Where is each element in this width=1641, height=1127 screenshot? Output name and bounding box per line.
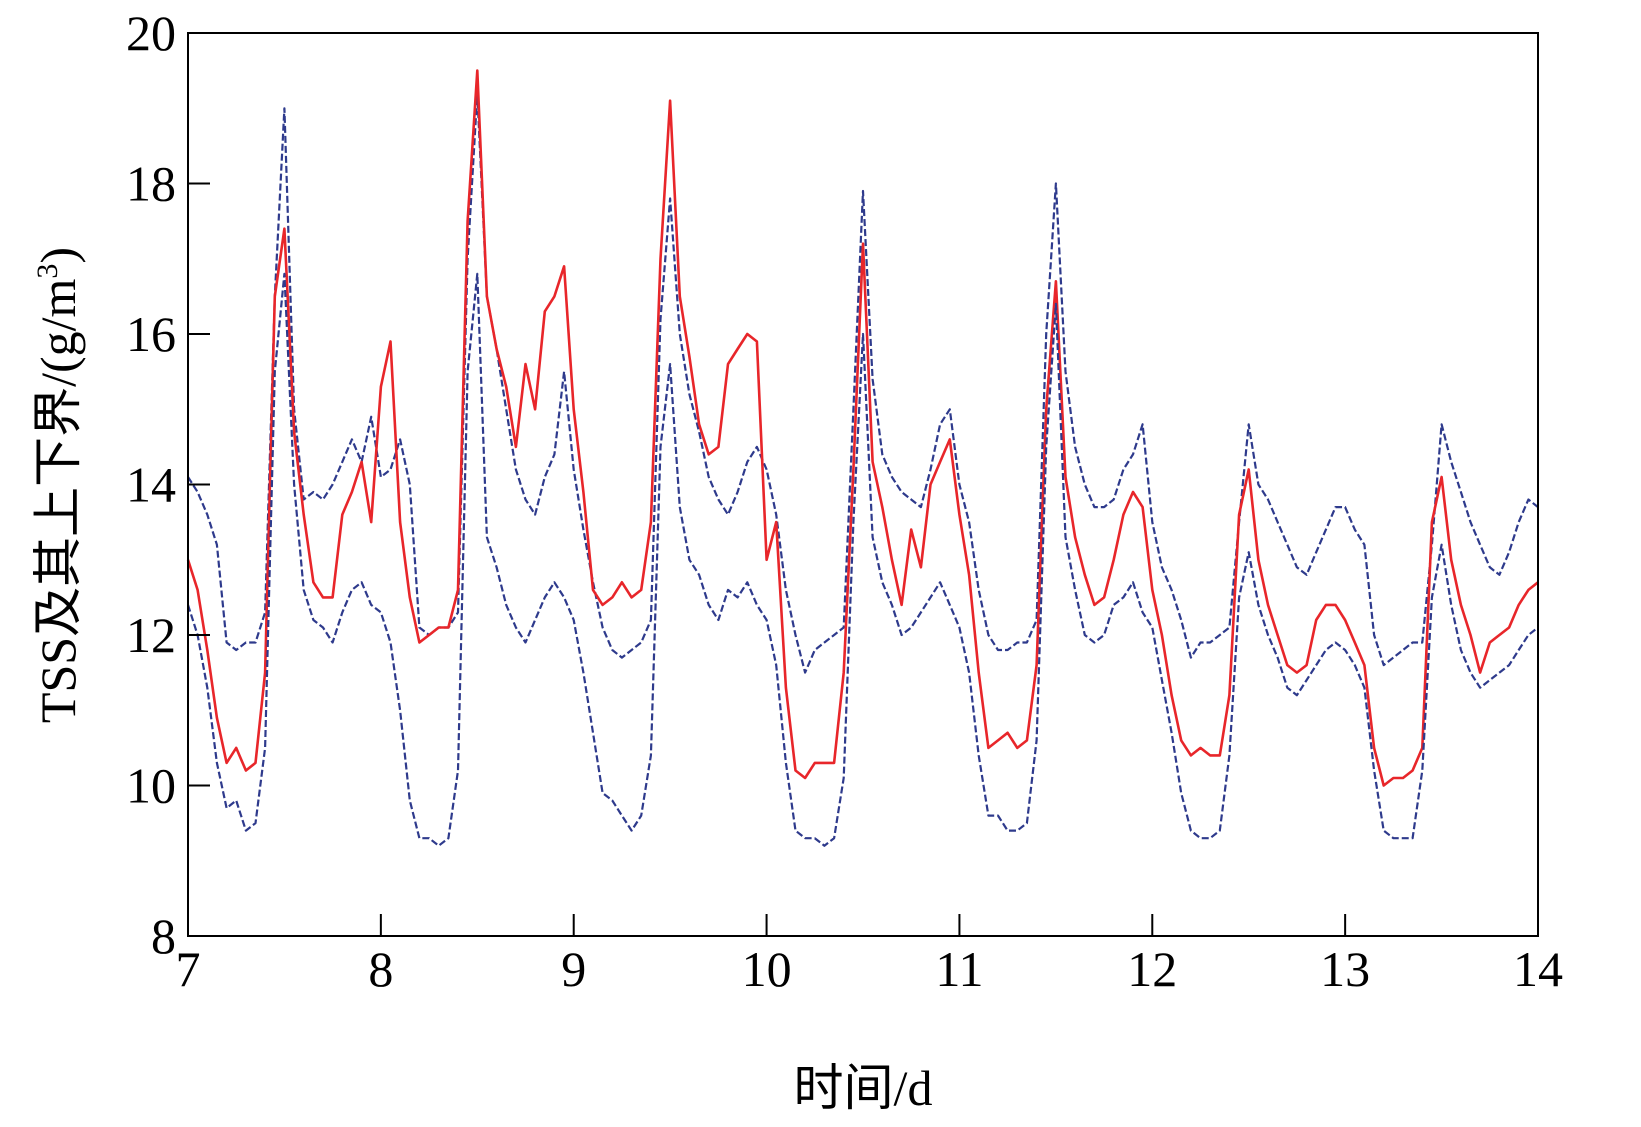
x-tick-label: 12 (1127, 941, 1177, 997)
x-tick-label: 13 (1320, 941, 1370, 997)
y-axis-title: TSS及其上下界/(g/m3) (30, 247, 86, 723)
y-tick-label: 16 (126, 306, 176, 362)
y-axis-title-superscript: 3 (31, 264, 64, 279)
y-tick-label: 18 (126, 156, 176, 212)
y-tick-label: 12 (126, 607, 176, 663)
series-line-lower-bound (186, 272, 1539, 847)
x-tick-label: 8 (368, 941, 393, 997)
y-axis-title-close: ) (30, 247, 86, 264)
plot-frame (187, 32, 1539, 937)
y-tick-label: 20 (126, 5, 176, 61)
x-tick-label: 10 (742, 941, 792, 997)
y-tick-label: 8 (151, 908, 176, 964)
x-tick-label: 9 (561, 941, 586, 997)
series-layer (186, 69, 1539, 847)
x-tick-label: 7 (176, 941, 201, 997)
y-tick-label: 10 (126, 758, 176, 814)
x-tick-label: 14 (1513, 941, 1563, 997)
series-line-tss (186, 69, 1539, 787)
y-axis-title-main: TSS及其上下界/(g/m (30, 278, 86, 723)
y-tick-label: 14 (126, 457, 176, 513)
x-tick-label: 11 (935, 941, 983, 997)
series-line-upper-bound (187, 92, 1539, 674)
x-axis-title: 时间/d (794, 1060, 933, 1116)
